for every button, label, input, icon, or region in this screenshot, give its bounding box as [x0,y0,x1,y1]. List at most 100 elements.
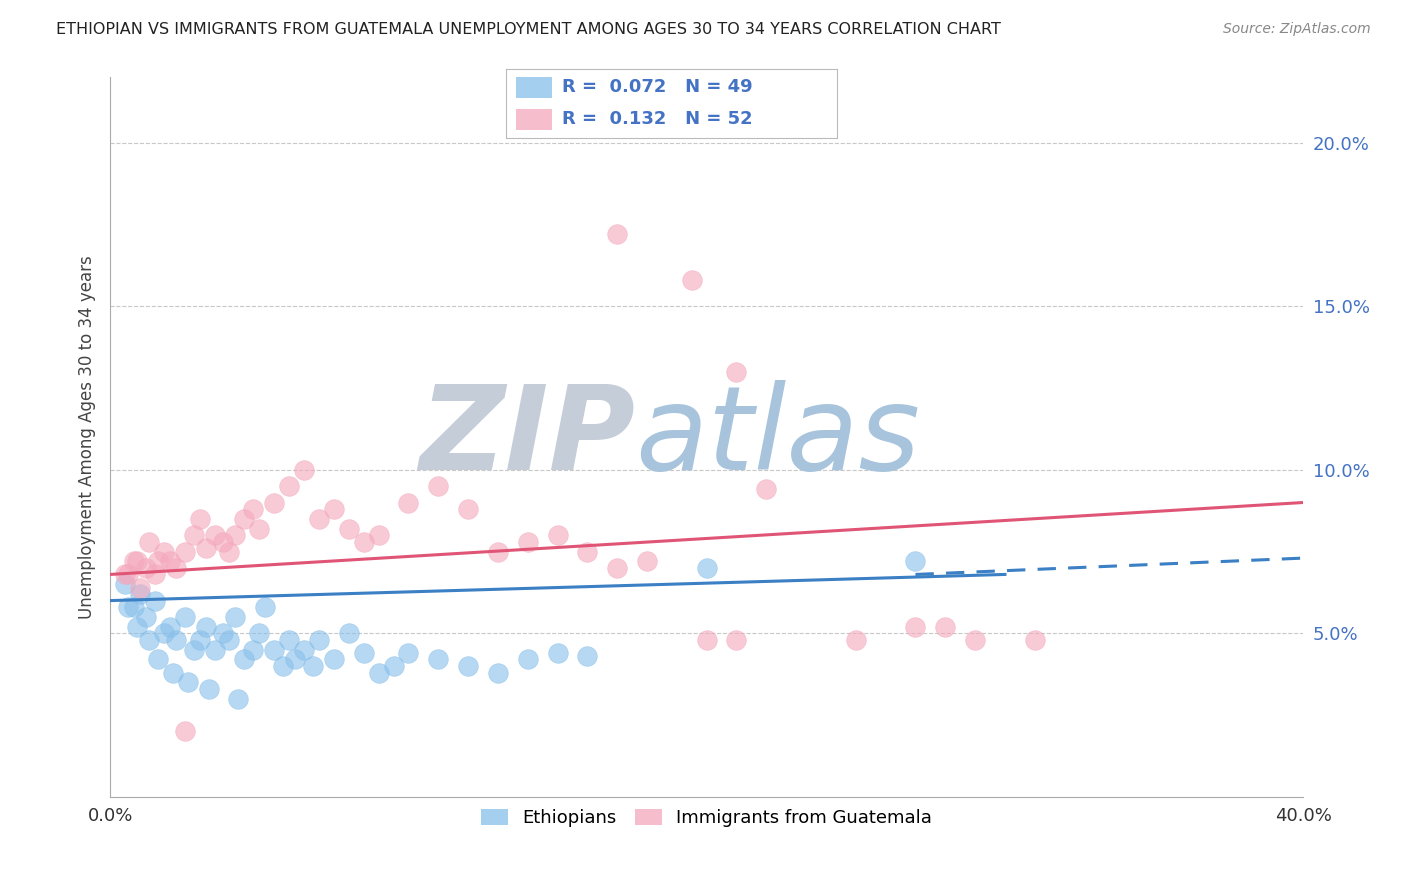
Point [146,652,169,666]
Text: Source: ZipAtlas.com: Source: ZipAtlas.com [1223,22,1371,37]
Point [486,544,509,558]
Point [284,652,307,666]
Point [457,659,479,673]
Point [367,665,389,680]
Point [218,632,240,647]
Point [188,512,211,526]
Point [129,581,152,595]
Point [322,652,344,666]
Point [427,652,450,666]
Point [135,610,157,624]
Point [576,544,599,558]
Point [117,600,139,615]
Point [337,522,360,536]
Point [278,479,301,493]
Point [271,659,294,673]
Point [547,528,569,542]
Legend: Ethiopians, Immigrants from Guatemala: Ethiopians, Immigrants from Guatemala [474,802,939,835]
Point [188,632,211,647]
Point [547,646,569,660]
Point [194,620,217,634]
Text: R =  0.072   N = 49: R = 0.072 N = 49 [562,78,754,96]
Point [173,544,195,558]
Point [242,502,264,516]
Point [135,561,157,575]
Point [337,626,360,640]
Point [516,652,538,666]
Point [165,632,187,647]
Point [606,561,628,575]
Point [696,632,718,647]
Point [353,646,375,660]
Point [183,642,205,657]
Point [367,528,389,542]
Point [302,659,325,673]
Point [322,502,344,516]
Point [228,691,250,706]
Point [242,642,264,657]
Point [725,365,748,379]
Text: ZIP: ZIP [419,380,636,494]
Point [576,649,599,664]
Point [396,495,419,509]
Point [292,642,315,657]
Point [247,626,270,640]
Point [636,554,658,568]
Point [143,567,166,582]
Point [183,528,205,542]
Bar [516,77,553,98]
Point [263,495,285,509]
Point [122,600,145,615]
Text: ETHIOPIAN VS IMMIGRANTS FROM GUATEMALA UNEMPLOYMENT AMONG AGES 30 TO 34 YEARS CO: ETHIOPIAN VS IMMIGRANTS FROM GUATEMALA U… [56,22,1001,37]
Point [904,620,927,634]
Y-axis label: Unemployment Among Ages 30 to 34 years: Unemployment Among Ages 30 to 34 years [79,255,96,619]
Point [904,554,927,568]
Point [233,652,256,666]
Point [173,610,195,624]
Point [233,512,256,526]
Point [263,642,285,657]
Point [696,561,718,575]
Point [153,626,176,640]
Point [725,632,748,647]
Point [173,724,195,739]
Text: atlas: atlas [636,380,920,494]
Point [681,273,703,287]
Point [159,620,181,634]
Point [114,567,136,582]
Point [247,522,270,536]
Point [194,541,217,556]
Point [212,534,235,549]
Point [427,479,450,493]
Point [606,227,628,242]
Point [292,463,315,477]
Point [117,567,139,582]
Point [153,544,176,558]
Point [138,534,160,549]
Point [278,632,301,647]
Point [457,502,479,516]
Point [129,587,152,601]
Point [125,554,148,568]
Point [486,665,509,680]
Point [143,593,166,607]
Point [125,620,148,634]
Point [204,528,226,542]
Point [254,600,277,615]
Point [755,483,778,497]
Point [224,528,246,542]
Point [122,554,145,568]
Point [212,626,235,640]
Point [934,620,956,634]
Point [114,577,136,591]
Point [396,646,419,660]
Point [177,675,200,690]
Point [159,554,181,568]
Point [965,632,987,647]
Point [138,632,160,647]
Point [204,642,226,657]
Point [382,659,405,673]
Point [516,534,538,549]
Bar [516,109,553,130]
Point [308,632,330,647]
